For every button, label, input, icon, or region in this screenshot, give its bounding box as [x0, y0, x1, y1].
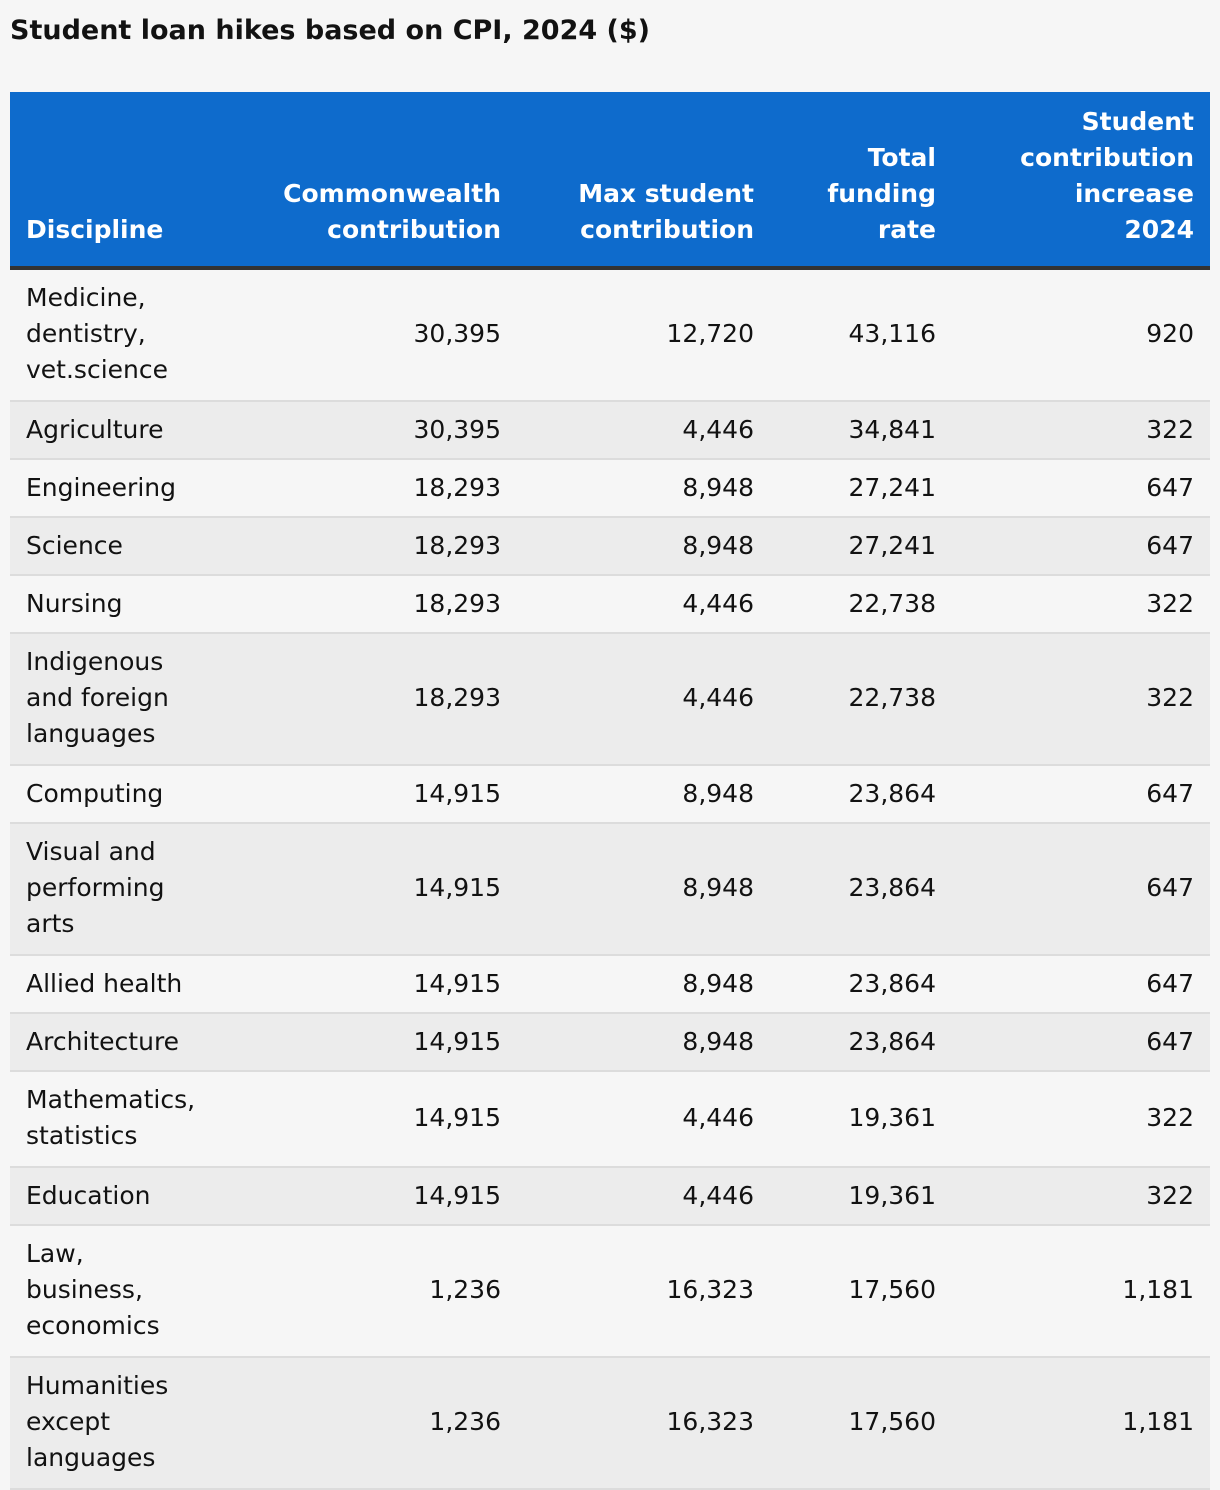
cell-commonwealth-contribution: 18,293: [248, 459, 517, 518]
cell-student-contribution-increase: 647: [952, 765, 1210, 824]
table-row: Humanities except languages 1,236 16,323 17,5…: [10, 1357, 1210, 1490]
cell-student-contribution-increase: 322: [952, 575, 1210, 634]
column-header-commonwealth-contribution: Commonwealth contribution: [248, 92, 517, 270]
cell-student-contribution-increase: 322: [952, 1167, 1210, 1226]
cell-total-funding-rate: 19,361: [770, 1071, 952, 1168]
cell-max-student-contribution: 4,446: [517, 575, 770, 634]
cell-total-funding-rate: 23,864: [770, 765, 952, 824]
cell-total-funding-rate: 23,864: [770, 955, 952, 1014]
cell-max-student-contribution: 16,323: [517, 1357, 770, 1490]
cell-student-contribution-increase: 647: [952, 1013, 1210, 1072]
header-row: Discipline Commonwealth contribution Max st…: [10, 92, 1210, 270]
cell-commonwealth-contribution: 18,293: [248, 575, 517, 634]
cell-discipline: Computing: [10, 765, 248, 824]
cell-total-funding-rate: 17,560: [770, 1357, 952, 1490]
cell-commonwealth-contribution: 30,395: [248, 401, 517, 460]
table-row: Allied health 14,915 8,948 23,864 647: [10, 955, 1210, 1014]
cell-student-contribution-increase: 1,181: [952, 1357, 1210, 1490]
table-row: Architecture 14,915 8,948 23,864 647: [10, 1013, 1210, 1072]
cell-total-funding-rate: 22,738: [770, 633, 952, 766]
table-row: Medicine, dentistry, vet.science 30,395 12,7…: [10, 268, 1210, 402]
cell-commonwealth-contribution: 14,915: [248, 1013, 517, 1072]
cell-total-funding-rate: 27,241: [770, 459, 952, 518]
cell-student-contribution-increase: 322: [952, 401, 1210, 460]
cell-student-contribution-increase: 647: [952, 823, 1210, 956]
cell-total-funding-rate: 17,560: [770, 1225, 952, 1358]
table-row: Nursing 18,293 4,446 22,738 322: [10, 575, 1210, 634]
cell-student-contribution-increase: 647: [952, 517, 1210, 576]
table-row: Education 14,915 4,446 19,361 322: [10, 1167, 1210, 1226]
cell-discipline: Agriculture: [10, 401, 248, 460]
cell-total-funding-rate: 43,116: [770, 268, 952, 402]
cell-student-contribution-increase: 1,181: [952, 1225, 1210, 1358]
cell-max-student-contribution: 8,948: [517, 517, 770, 576]
cell-commonwealth-contribution: 1,236: [248, 1225, 517, 1358]
cell-commonwealth-contribution: 14,915: [248, 765, 517, 824]
cell-max-student-contribution: 4,446: [517, 633, 770, 766]
cell-commonwealth-contribution: 30,395: [248, 268, 517, 402]
cell-commonwealth-contribution: 14,915: [248, 1167, 517, 1226]
cell-total-funding-rate: 27,241: [770, 517, 952, 576]
table-row: Visual and performing arts 14,915 8,948 23,86…: [10, 823, 1210, 956]
cell-discipline: Engineering: [10, 459, 248, 518]
cell-discipline: Humanities except languages: [10, 1357, 248, 1490]
cell-student-contribution-increase: 647: [952, 459, 1210, 518]
cell-max-student-contribution: 4,446: [517, 1167, 770, 1226]
table-row: Science 18,293 8,948 27,241 647: [10, 517, 1210, 576]
cell-discipline: Education: [10, 1167, 248, 1226]
column-header-student-contribution-increase: Student contribution increase 2024: [952, 92, 1210, 270]
cell-total-funding-rate: 23,864: [770, 823, 952, 956]
cell-discipline: Mathematics, statistics: [10, 1071, 248, 1168]
cell-discipline: Nursing: [10, 575, 248, 634]
cell-commonwealth-contribution: 18,293: [248, 633, 517, 766]
data-table: Discipline Commonwealth contribution Max st…: [10, 92, 1210, 1490]
cell-commonwealth-contribution: 14,915: [248, 955, 517, 1014]
cell-commonwealth-contribution: 14,915: [248, 1071, 517, 1168]
cell-commonwealth-contribution: 18,293: [248, 517, 517, 576]
table-row: Mathematics, statistics 14,915 4,446 19,361 3…: [10, 1071, 1210, 1168]
column-header-discipline: Discipline: [10, 92, 248, 270]
table-header: Discipline Commonwealth contribution Max st…: [10, 92, 1210, 270]
cell-max-student-contribution: 8,948: [517, 1013, 770, 1072]
cell-total-funding-rate: 23,864: [770, 1013, 952, 1072]
cell-max-student-contribution: 16,323: [517, 1225, 770, 1358]
chart-title: Student loan hikes based on CPI, 2024 ($…: [10, 15, 651, 46]
cell-discipline: Science: [10, 517, 248, 576]
cell-max-student-contribution: 8,948: [517, 765, 770, 824]
cell-student-contribution-increase: 920: [952, 268, 1210, 402]
table-row: Agriculture 30,395 4,446 34,841 322: [10, 401, 1210, 460]
cell-discipline: Allied health: [10, 955, 248, 1014]
cell-student-contribution-increase: 322: [952, 633, 1210, 766]
cell-discipline: Indigenous and foreign languages: [10, 633, 248, 766]
cell-max-student-contribution: 4,446: [517, 1071, 770, 1168]
table-row: Engineering 18,293 8,948 27,241 647: [10, 459, 1210, 518]
cell-discipline: Architecture: [10, 1013, 248, 1072]
cell-commonwealth-contribution: 14,915: [248, 823, 517, 956]
cell-student-contribution-increase: 322: [952, 1071, 1210, 1168]
cell-commonwealth-contribution: 1,236: [248, 1357, 517, 1490]
cell-max-student-contribution: 8,948: [517, 459, 770, 518]
cell-discipline: Law, business, economics: [10, 1225, 248, 1358]
table-row: Computing 14,915 8,948 23,864 647: [10, 765, 1210, 824]
table-row: Law, business, economics 1,236 16,323 17,560 1…: [10, 1225, 1210, 1358]
column-header-total-funding-rate: Total funding rate: [770, 92, 952, 270]
table-body: Medicine, dentistry, vet.science 30,395 12,7…: [10, 268, 1210, 1490]
cell-total-funding-rate: 34,841: [770, 401, 952, 460]
cell-total-funding-rate: 22,738: [770, 575, 952, 634]
cell-total-funding-rate: 19,361: [770, 1167, 952, 1226]
cell-student-contribution-increase: 647: [952, 955, 1210, 1014]
column-header-max-student-contribution: Max student contribution: [517, 92, 770, 270]
cell-discipline: Visual and performing arts: [10, 823, 248, 956]
cell-max-student-contribution: 12,720: [517, 268, 770, 402]
cell-discipline: Medicine, dentistry, vet.science: [10, 268, 248, 402]
table-row: Indigenous and foreign languages 18,293 4,44…: [10, 633, 1210, 766]
cell-max-student-contribution: 8,948: [517, 955, 770, 1014]
cell-max-student-contribution: 8,948: [517, 823, 770, 956]
cell-max-student-contribution: 4,446: [517, 401, 770, 460]
